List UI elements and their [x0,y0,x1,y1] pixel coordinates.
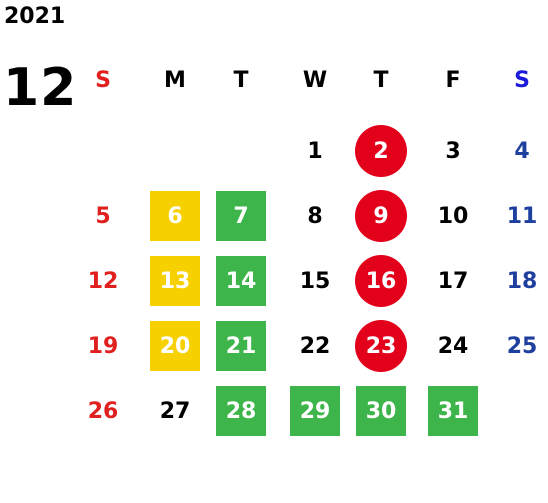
weekday-header-wed: W [302,68,328,93]
day-14: 14 [216,256,266,306]
weekday-header-fri: F [445,68,461,93]
day-10: 10 [437,203,469,229]
month-number: 12 [3,58,78,118]
day-19: 19 [87,333,119,359]
day-3: 3 [445,138,461,164]
day-29: 29 [290,386,340,436]
day-22: 22 [299,333,331,359]
day-26: 26 [87,398,119,424]
day-4: 4 [514,138,530,164]
day-28: 28 [216,386,266,436]
year-label: 2021 [4,4,66,29]
day-8: 8 [307,203,323,229]
day-17: 17 [437,268,469,294]
day-27: 27 [159,398,191,424]
day-6: 6 [150,191,200,241]
day-24: 24 [437,333,469,359]
weekday-header-thu: T [373,68,389,93]
day-1: 1 [307,138,323,164]
day-11: 11 [506,203,538,229]
day-25: 25 [506,333,538,359]
day-15: 15 [299,268,331,294]
day-13: 13 [150,256,200,306]
day-30: 30 [356,386,406,436]
day-16: 16 [355,255,407,307]
day-20: 20 [150,321,200,371]
day-18: 18 [506,268,538,294]
day-5: 5 [95,203,111,229]
day-31: 31 [428,386,478,436]
day-7: 7 [216,191,266,241]
day-21: 21 [216,321,266,371]
weekday-header-sun: S [95,68,111,93]
day-23: 23 [355,320,407,372]
weekday-header-sat: S [514,68,530,93]
weekday-header-tue: T [233,68,249,93]
day-12: 12 [87,268,119,294]
day-9: 9 [355,190,407,242]
day-2: 2 [355,125,407,177]
weekday-header-mon: M [164,68,186,93]
